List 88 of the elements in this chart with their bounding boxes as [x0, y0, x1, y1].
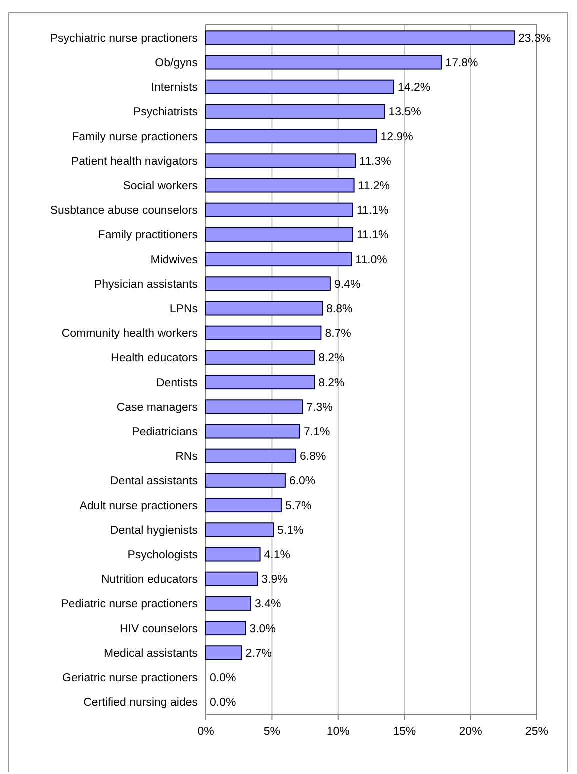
- y-tick-label: LPNs: [170, 304, 198, 316]
- y-tick-label: Dentists: [156, 377, 198, 390]
- y-tick-label: Susbtance abuse counselors: [50, 205, 198, 218]
- x-tick-label: 5%: [264, 726, 281, 738]
- bar: [206, 646, 242, 660]
- data-label: 7.3%: [306, 402, 333, 414]
- y-tick-label: Health educators: [111, 352, 198, 365]
- x-tick-label: 25%: [525, 726, 549, 738]
- y-tick-label: Case managers: [116, 402, 198, 414]
- y-tick-label: Medical assistants: [104, 648, 198, 660]
- y-tick-label: Internists: [151, 82, 198, 94]
- bar: [206, 448, 297, 464]
- bar: [206, 473, 286, 488]
- y-tick-label: Family practitioners: [98, 230, 198, 242]
- data-label: 11.1%: [356, 230, 389, 242]
- data-label: 0.0%: [210, 672, 236, 685]
- bar: [206, 498, 282, 513]
- x-tick-label: 0%: [198, 726, 214, 738]
- data-label: 8.8%: [326, 304, 353, 316]
- data-label: 5.7%: [285, 500, 312, 512]
- data-label: 11.1%: [356, 205, 389, 218]
- x-tick-label: 15%: [393, 726, 416, 738]
- data-label: 4.1%: [264, 550, 291, 562]
- y-tick-label: Nutrition educators: [101, 574, 198, 586]
- y-tick-label: Midwives: [150, 254, 198, 266]
- data-label: 11.2%: [358, 180, 390, 193]
- y-tick-label: Certified nursing aides: [84, 697, 198, 710]
- x-tick-label: 20%: [459, 726, 482, 738]
- y-tick-label: RNs: [176, 451, 198, 464]
- y-tick-label: Physician assistants: [94, 278, 198, 291]
- data-label: 5.1%: [278, 524, 304, 537]
- bar: [206, 375, 316, 390]
- bar: [206, 227, 354, 242]
- y-tick-label: Geriatric nurse practioners: [62, 672, 198, 685]
- data-label: 13.5%: [388, 106, 422, 119]
- data-label: 17.8%: [446, 58, 478, 70]
- bar: [206, 154, 356, 168]
- bar: [206, 104, 386, 119]
- data-label: 3.9%: [262, 574, 288, 586]
- data-label: 6.8%: [300, 451, 326, 464]
- bar: [206, 400, 304, 414]
- y-tick-label: Pediatricians: [132, 426, 198, 439]
- data-label: 9.4%: [334, 278, 361, 291]
- data-label: 6.0%: [289, 476, 316, 488]
- bar: [206, 30, 515, 46]
- y-tick-label: Dental hygienists: [110, 524, 198, 537]
- data-label: 0.0%: [210, 697, 236, 710]
- data-label: 2.7%: [246, 648, 272, 660]
- data-label: 12.9%: [380, 131, 414, 144]
- bar: [206, 522, 274, 538]
- data-label: 8.7%: [325, 328, 352, 340]
- data-label: 11.0%: [356, 254, 388, 266]
- x-tick-label: 10%: [326, 726, 350, 738]
- y-tick-label: HIV counselors: [120, 623, 198, 636]
- y-tick-label: Psychiatrists: [133, 106, 198, 119]
- y-tick-label: Psychiatric nurse practioners: [50, 32, 198, 45]
- data-label: 8.2%: [318, 352, 345, 365]
- data-label: 8.2%: [318, 377, 345, 390]
- y-tick-label: Ob/gyns: [155, 58, 198, 70]
- y-tick-label: Pediatric nurse practioners: [61, 598, 198, 611]
- data-label: 23.3%: [518, 32, 552, 45]
- data-label: 3.4%: [255, 598, 282, 611]
- data-label: 11.3%: [360, 156, 392, 168]
- y-tick-label: Psychologists: [128, 550, 198, 562]
- bar: [206, 178, 355, 193]
- bar: [206, 350, 316, 365]
- y-tick-label: Social workers: [123, 180, 198, 193]
- y-tick-label: Family nurse practioners: [72, 131, 198, 144]
- bar: [206, 129, 378, 144]
- bar: [206, 424, 301, 439]
- bar: [206, 572, 258, 586]
- bar: [206, 596, 252, 611]
- bar: [206, 252, 352, 267]
- y-tick-label: Community health workers: [62, 328, 198, 340]
- bar: [206, 547, 261, 562]
- bar: [206, 301, 324, 316]
- bar: [206, 621, 246, 636]
- bar: [206, 80, 395, 94]
- bar: [206, 202, 354, 218]
- bar: [206, 326, 322, 340]
- bar: [206, 55, 442, 70]
- data-label: 7.1%: [304, 426, 330, 439]
- data-label: 3.0%: [250, 623, 276, 636]
- data-label: 14.2%: [398, 82, 431, 94]
- y-tick-label: Patient health navigators: [71, 156, 198, 168]
- bar: [206, 276, 331, 292]
- y-tick-label: Dental assistants: [110, 476, 198, 488]
- y-tick-label: Adult nurse practioners: [80, 500, 198, 512]
